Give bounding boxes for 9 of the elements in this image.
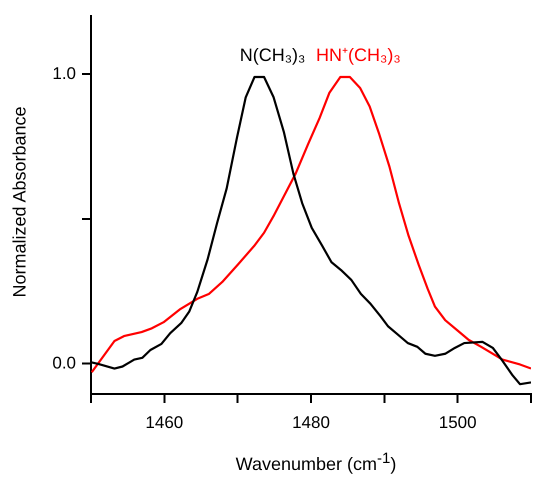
x-tick-label: 1500: [438, 412, 477, 432]
x-tick-label: 1480: [292, 412, 330, 432]
series-label: HN⁺(CH₃)₃: [316, 44, 401, 65]
y-axis-title: Normalized Absorbance: [10, 106, 30, 298]
y-tick-label: 1.0: [52, 64, 76, 83]
series-label: N(CH₃)₃: [240, 44, 306, 65]
y-tick-label: 0.0: [52, 353, 76, 372]
x-axis-title: Wavenumber (cm$^{-1}$): [234, 450, 398, 475]
x-tick-label: 1460: [145, 412, 184, 432]
